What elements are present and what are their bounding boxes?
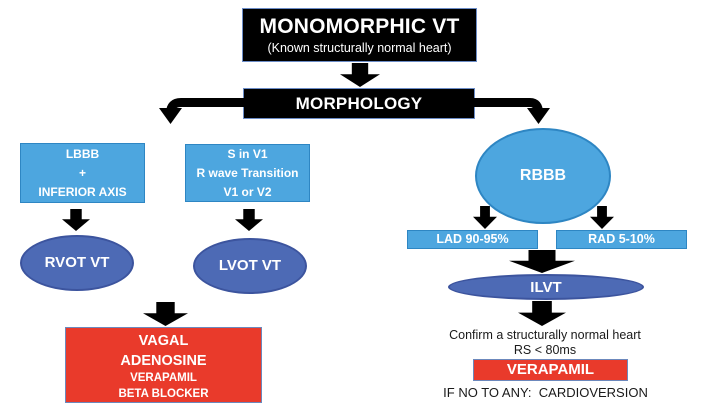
rad-axis-label: RAD 5-10% [588,232,655,246]
lad-axis-label: LAD 90-95% [436,232,509,246]
confirm-note: Confirm a structurally normal heart RS <… [425,328,665,358]
morphology-node: MORPHOLOGY [243,88,475,119]
down-arrow-lbbb-to-rvot [62,209,90,231]
lvot-vt-label: LVOT VT [218,257,282,274]
sv1-criteria-line: V1 or V2 [223,185,272,199]
fallback-label: IF NO TO ANY: CARDIOVERSION [443,385,648,400]
lad-axis-box: LAD 90-95% [407,230,538,249]
root-node: MONOMORPHIC VT (Known structurally norma… [242,8,477,62]
down-arrow-to-vagal-treatment [143,302,188,326]
lbbb-criteria-line: + [78,166,86,180]
morphology-label: MORPHOLOGY [295,94,423,113]
rbbb-ellipse: RBBB [475,128,611,224]
ilvt-label: ILVT [530,279,562,296]
root-subtitle: (Known structurally normal heart) [267,41,452,55]
elbow-arrow-morphology-to-right [470,98,550,124]
verapamil-label: VERAPAMIL [506,361,595,378]
treatment-line-vagal: VAGAL [138,333,189,349]
s-in-v1-criteria-box: S in V1 R wave Transition V1 or V2 [185,144,310,202]
rad-axis-box: RAD 5-10% [556,230,687,249]
down-arrow-sv1-to-lvot [235,209,263,231]
down-arrow-rbbb-to-rad [590,206,614,229]
lbbb-criteria-line: INFERIOR AXIS [38,185,127,199]
rvot-vt-label: RVOT VT [44,254,110,271]
verapamil-treatment-box: VERAPAMIL [473,359,628,381]
cardioversion-fallback-note: IF NO TO ANY: CARDIOVERSION [423,385,668,401]
root-title: MONOMORPHIC VT [259,15,460,38]
confirm-line-1: Confirm a structurally normal heart [449,328,641,342]
sv1-criteria-line: S in V1 [227,147,268,161]
confirm-line-2: RS < 80ms [513,343,577,357]
down-arrow-axes-to-ilvt [509,250,575,273]
treatment-line-adenosine: ADENOSINE [120,353,207,369]
lvot-vt-ellipse: LVOT VT [193,238,307,294]
vagal-treatment-box: VAGAL ADENOSINE VERAPAMIL BETA BLOCKER [65,327,262,403]
treatment-line-verapamil: VERAPAMIL [130,372,197,384]
rvot-vt-ellipse: RVOT VT [20,235,134,291]
treatment-line-beta-blocker: BETA BLOCKER [118,388,209,400]
ilvt-ellipse: ILVT [448,274,644,300]
lbbb-criteria-line: LBBB [65,147,100,161]
down-arrow-root-to-morphology [340,63,380,87]
lbbb-criteria-box: LBBB + INFERIOR AXIS [20,143,145,203]
down-arrow-rbbb-to-lad [473,206,497,229]
rbbb-label: RBBB [519,167,567,184]
sv1-criteria-line: R wave Transition [196,166,299,180]
down-arrow-ilvt-to-confirm [518,301,566,326]
elbow-arrow-morphology-to-left [159,98,245,124]
